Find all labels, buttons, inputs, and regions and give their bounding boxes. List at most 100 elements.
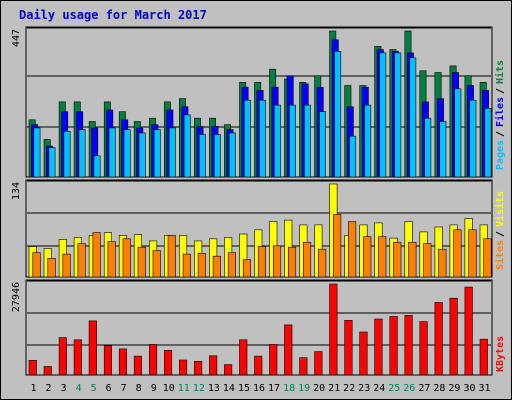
kbytes-bar [299,357,308,376]
sites-bar [182,253,191,278]
sites-bar [393,242,402,278]
pages-bar [394,52,402,178]
sites-bar [287,246,297,278]
kbytes-bar [209,355,218,376]
kbytes-bar [314,351,323,376]
kbytes-bar [269,344,278,376]
sites-bar [378,236,387,278]
legend-separator: / [495,131,506,137]
kbytes-bar [404,315,413,376]
visits-sites-panel: 134 Sites / Visits [11,179,506,278]
sites-bar [32,252,41,278]
pages-bar [424,117,432,178]
pages-bar [213,134,221,178]
sites-bar [77,243,86,278]
pages-bar [319,111,326,178]
max-value-label: 447 [11,29,22,47]
day-label: 4 [76,383,82,394]
kbytes-bar [149,344,158,376]
kbytes-bar [419,321,428,376]
day-label: 11 [178,383,190,394]
kbytes-bar [254,355,263,376]
legend-separator: / [495,231,506,237]
pages-bar [258,99,266,178]
max-value-label: 27946 [11,282,22,312]
day-label: 25 [388,383,400,394]
day-label: 19 [298,383,310,394]
kbytes-bar [194,360,203,376]
kbytes-bar [179,359,188,376]
day-label: 26 [403,383,415,394]
kbytes-bar [389,316,398,376]
sites-bar [197,253,206,278]
sites-bar [227,252,236,278]
sites-bar [122,238,131,278]
day-label: 21 [328,383,340,394]
pages-bar [379,52,387,178]
sites-bar [152,250,161,278]
day-label: 2 [45,383,51,394]
kbytes-bar [344,319,353,376]
day-label: 12 [193,383,205,394]
day-label: 9 [151,383,157,394]
kbytes-panel: 27946 KBytes [11,279,506,376]
kbytes-bar [103,345,112,376]
kbytes-bar [464,286,473,376]
sites-bar [107,241,116,278]
kbytes-bar [28,359,37,376]
kbytes-bar [359,331,368,376]
day-label: 5 [91,383,97,394]
pages-bar [484,108,492,178]
pages-bar [409,57,417,178]
day-label: 20 [313,383,325,394]
pages-bar [364,104,372,178]
pages-bar [183,114,191,178]
pages-bar [78,129,86,178]
chart-title: Daily usage for March 2017 [19,8,207,22]
pages-bar [138,132,146,178]
legend-sites: Sites [494,240,506,270]
pages-bar [33,127,41,178]
sites-bar [438,248,447,278]
sites-bar [348,221,357,278]
pages-bar [334,50,342,178]
legend-separator: / [495,88,506,94]
sites-bar [272,245,282,278]
pages-bar [63,131,71,178]
sites-bar [483,238,492,278]
pages-bar [439,121,447,178]
day-label: 29 [448,383,460,394]
kbytes-bar [479,338,488,376]
kbytes-bar [73,339,82,376]
legend-hits: Hits [494,60,506,84]
sites-bar [137,246,146,278]
kbytes-bar [434,302,443,376]
day-label: 15 [238,383,250,394]
day-label: 28 [433,383,445,394]
kbytes-bar [58,337,67,376]
day-label: 16 [253,383,265,394]
sites-bar [453,229,462,278]
pages-bar [244,99,251,178]
sites-bar [408,242,417,278]
sites-bar [302,242,312,278]
pages-bar [349,135,357,178]
day-label: 6 [106,383,112,394]
day-label: 8 [136,383,142,394]
legend-files: Files [494,97,506,127]
pages-bar [304,104,311,178]
kbytes-bar [329,283,338,376]
kbytes-bar [133,355,142,376]
sites-bar [62,253,71,278]
day-label: 27 [418,383,430,394]
pages-bar [93,155,101,178]
pages-bar [168,127,176,178]
day-label: 13 [208,383,220,394]
kbytes-bar [374,318,383,376]
pages-bar [153,129,161,178]
pages-bar [273,104,281,178]
legend-kbytes: KBytes [495,336,506,372]
legend-pages: Pages [495,140,506,170]
kbytes-bar [43,366,52,376]
day-label: 3 [61,383,67,394]
